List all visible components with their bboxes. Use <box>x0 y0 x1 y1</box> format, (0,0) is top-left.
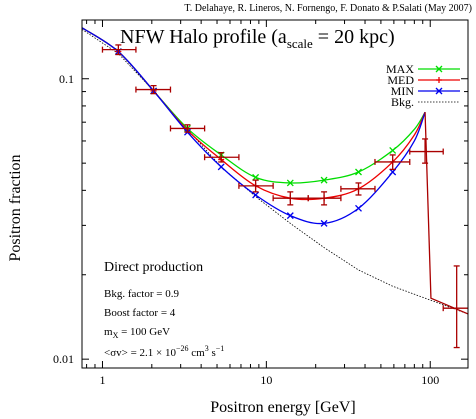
plot-area <box>82 27 468 349</box>
legend-marker <box>435 87 443 95</box>
series-line-med <box>82 27 426 201</box>
data-point-errorbar <box>238 179 274 193</box>
data-point-errorbar <box>340 182 376 196</box>
annotation-box: Direct production Bkg. factor = 0.9 Boost … <box>104 260 224 359</box>
series-point-min <box>320 219 328 227</box>
data-point-errorbar <box>272 191 309 206</box>
data-point-errorbar <box>374 154 411 171</box>
chart-title: NFW Halo profile (ascale = 20 kpc) <box>120 26 395 51</box>
data-point-errorbar <box>442 265 468 349</box>
series-line-min <box>82 27 426 225</box>
chart-title-sub: scale <box>287 36 313 51</box>
legend-marker <box>436 77 442 83</box>
legend-entry-med: MED <box>387 73 460 87</box>
series-point-min <box>217 163 225 171</box>
x-tick-label: 10 <box>260 373 272 387</box>
series-point-max <box>320 176 328 184</box>
chart-title-tail: = 20 kpc) <box>313 26 395 48</box>
legend-entry-bkg: Bkg. <box>391 95 460 109</box>
series-point-min <box>286 212 294 220</box>
x-tick-label: 1 <box>99 373 105 387</box>
series-line-max <box>82 27 426 184</box>
data-point-errorbar <box>307 191 342 206</box>
legend-label: MAX <box>386 62 414 76</box>
data-point-errorbar <box>203 152 240 163</box>
data-point-errorbar <box>169 124 206 133</box>
plot-clip-group <box>82 27 468 349</box>
data-point-errorbar <box>135 84 172 95</box>
series-point-min <box>355 204 362 212</box>
x-axis-label: Positron energy [GeV] <box>210 399 355 416</box>
series-point-min <box>252 191 260 199</box>
legend-label: MIN <box>391 84 415 98</box>
x-tick-label: 100 <box>421 373 439 387</box>
axes: 1 10 100 0.01 0.1 <box>53 19 469 387</box>
credit-line: T. Delahaye, R. Lineros, N. Fornengo, F.… <box>184 3 472 14</box>
plot-frame <box>81 19 469 369</box>
series-point-max <box>389 146 397 154</box>
annotation-line: Boost factor = 4 <box>104 307 176 319</box>
legend-entry-max: MAX <box>386 62 460 76</box>
legend-label: Bkg. <box>391 95 414 109</box>
series-point-max <box>252 173 260 181</box>
series-point-max <box>355 168 362 176</box>
y-axis-label: Positron fraction <box>7 154 24 261</box>
annotation-line: mX = 100 GeV <box>104 326 170 340</box>
legend-marker <box>435 65 443 73</box>
data-point-errorbar <box>409 138 444 164</box>
data-point-errorbar <box>101 44 137 56</box>
annotation-line: <σv> = 2.1 × 10−26 cm3 s−1 <box>104 344 224 359</box>
chart-title-main: NFW Halo profile (a <box>120 26 287 48</box>
series-line-drop <box>424 112 468 315</box>
annotation-line: Bkg. factor = 0.9 <box>104 288 179 300</box>
legend-entry-min: MIN <box>391 84 460 98</box>
legend-label: MED <box>387 73 414 87</box>
annotation-line: Direct production <box>104 260 203 275</box>
y-tick-label: 0.01 <box>53 352 74 366</box>
series-point-max <box>286 179 294 187</box>
y-tick-label: 0.1 <box>59 72 74 86</box>
